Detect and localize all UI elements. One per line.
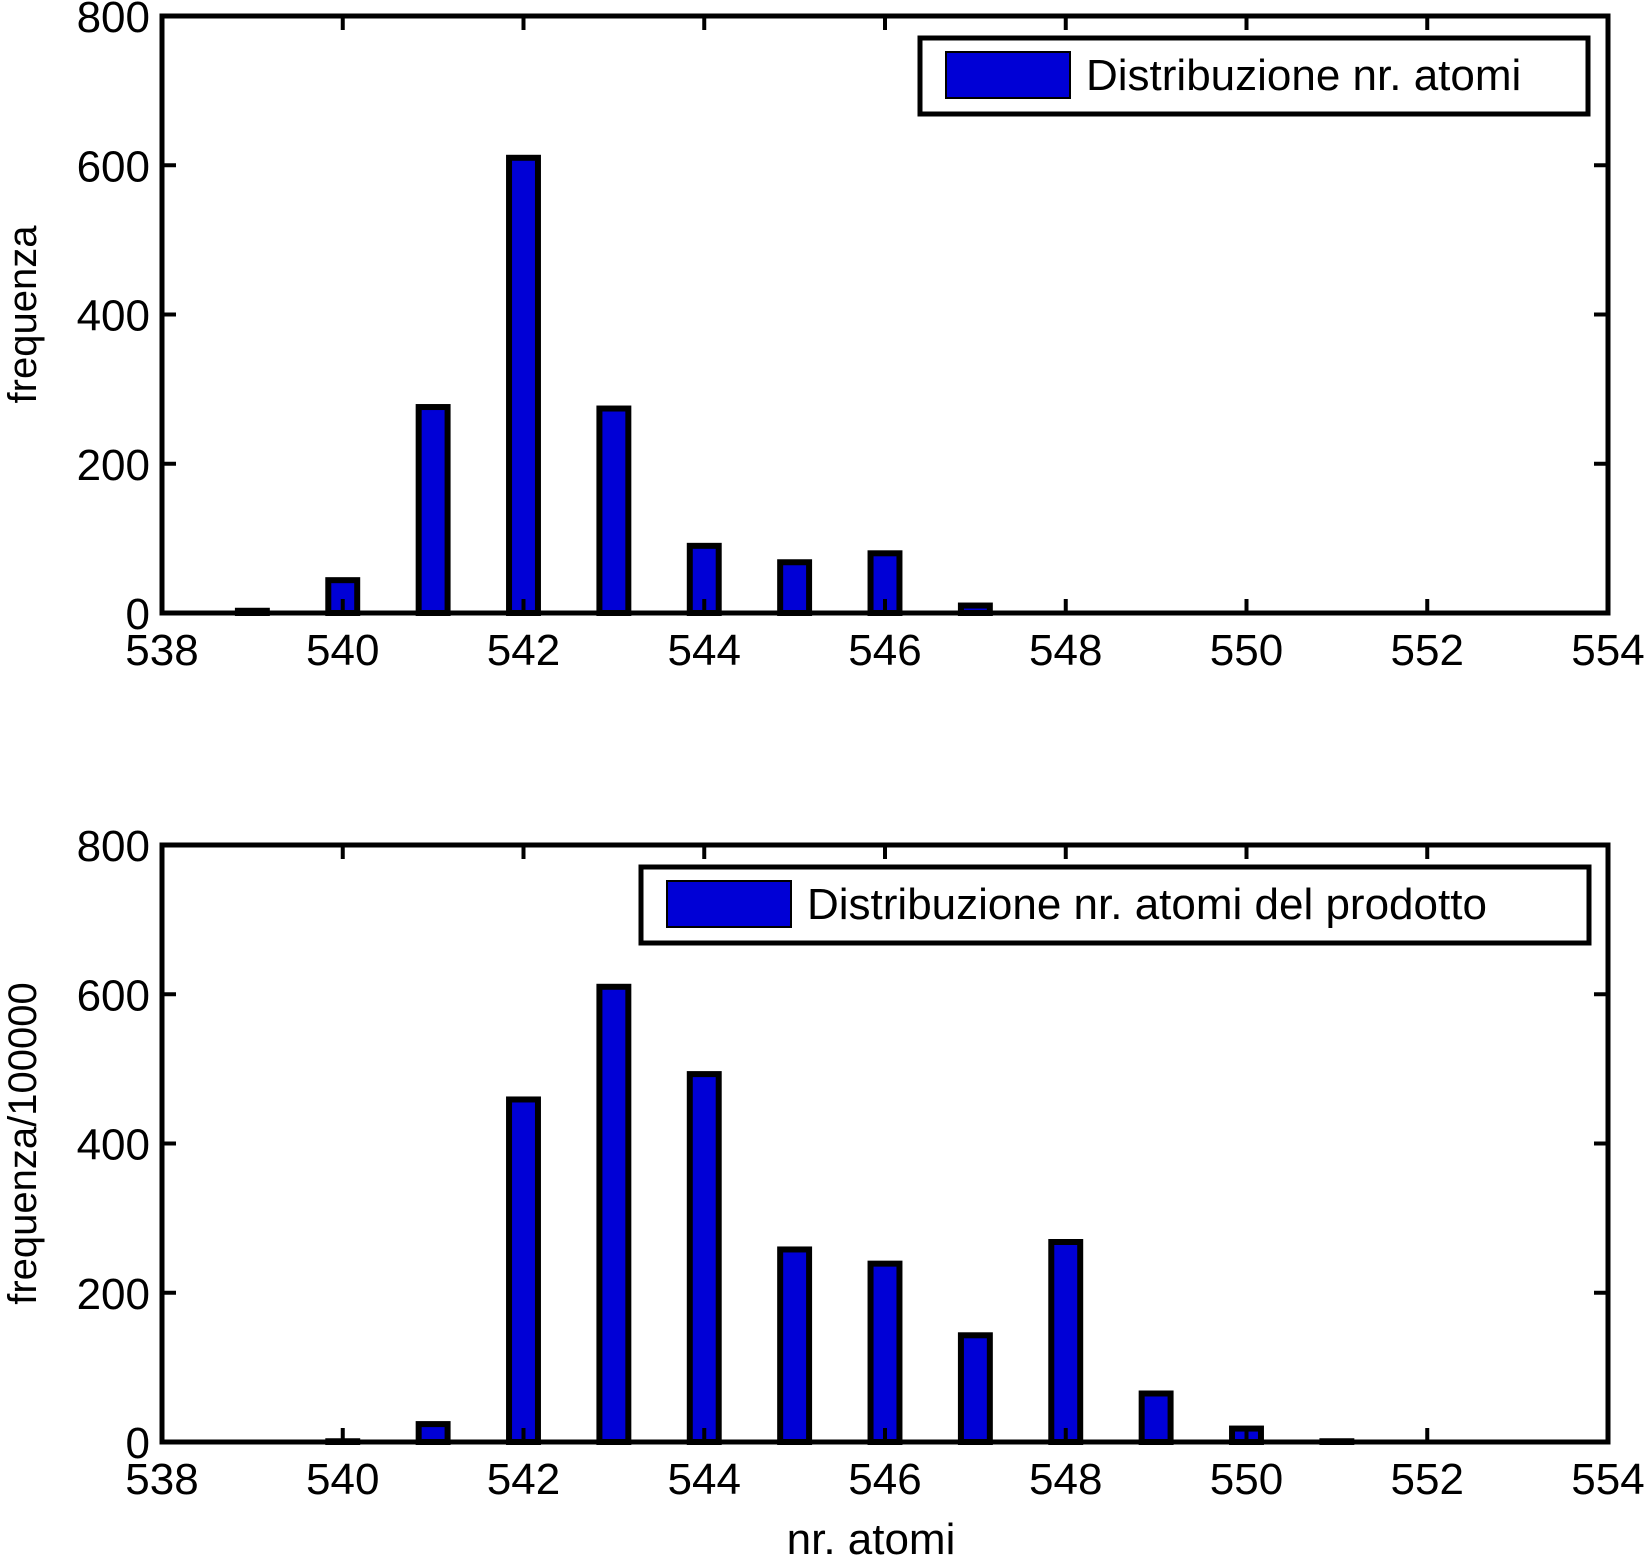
x-tick-label: 544: [668, 1455, 741, 1504]
legend-label: Distribuzione nr. atomi del prodotto: [807, 880, 1487, 929]
legend-label: Distribuzione nr. atomi: [1086, 51, 1521, 100]
x-tick-label: 554: [1571, 1455, 1644, 1504]
x-tick-label: 552: [1391, 1455, 1464, 1504]
x-tick-label: 540: [306, 1455, 379, 1504]
legend-swatch: [666, 880, 792, 928]
bar: [415, 404, 451, 616]
bar-series: [325, 983, 1355, 1446]
y-tick-label: 200: [77, 441, 150, 490]
bar-series: [234, 154, 993, 617]
x-tick-label: 552: [1391, 626, 1464, 675]
y-tick-label: 0: [126, 1419, 150, 1468]
chart-panel-1: 538 540 542 544 546 548 550 552 554 0 200 400 600 800…: [1, 0, 1645, 675]
y-axis-label: frequenza/100000: [1, 982, 45, 1305]
x-tick-label: 542: [487, 626, 560, 675]
chart-panel-2: 538 540 542 544 546 548 550 552 554 0 200 400 600 800…: [1, 822, 1645, 1560]
x-tick-label: 548: [1029, 626, 1102, 675]
x-tick-label: 544: [668, 626, 741, 675]
x-tick-label: 538: [125, 1455, 198, 1504]
x-tick-label: 548: [1029, 1455, 1102, 1504]
bar: [415, 1421, 451, 1445]
bar: [957, 1332, 993, 1446]
bar: [596, 983, 632, 1445]
x-tick-label: 546: [848, 626, 921, 675]
legend-swatch: [945, 51, 1071, 99]
bar: [325, 577, 361, 616]
legend: Distribuzione nr. atomi: [917, 35, 1591, 117]
legend: Distribuzione nr. atomi del prodotto: [638, 864, 1592, 946]
bar: [686, 1071, 722, 1445]
x-tick-label: 550: [1210, 626, 1283, 675]
y-tick-label: 800: [77, 822, 150, 871]
y-tick-label: 200: [77, 1270, 150, 1319]
bar: [506, 154, 541, 616]
bar: [506, 1096, 541, 1445]
bar: [777, 559, 813, 617]
x-tick-label: 550: [1210, 1455, 1283, 1504]
x-tick-label: 554: [1571, 626, 1644, 675]
bar: [777, 1246, 813, 1446]
bar: [1138, 1390, 1174, 1446]
y-tick-label: 400: [77, 292, 150, 341]
y-axis-label: frequenza: [1, 225, 45, 404]
bar: [596, 405, 632, 616]
bar: [1048, 1239, 1084, 1445]
x-tick-label: 546: [848, 1455, 921, 1504]
y-tick-label: 600: [77, 142, 150, 191]
y-tick-label: 800: [77, 0, 150, 42]
y-tick-label: 0: [126, 590, 150, 639]
y-tick-label: 400: [77, 1121, 150, 1170]
x-tick-label: 540: [306, 626, 379, 675]
x-tick-label: 538: [125, 626, 198, 675]
legend-box: [638, 864, 1592, 946]
x-axis-label: nr. atomi: [787, 1515, 956, 1560]
x-tick-label: 542: [487, 1455, 560, 1504]
y-tick-label: 600: [77, 971, 150, 1020]
bar: [867, 1260, 903, 1445]
